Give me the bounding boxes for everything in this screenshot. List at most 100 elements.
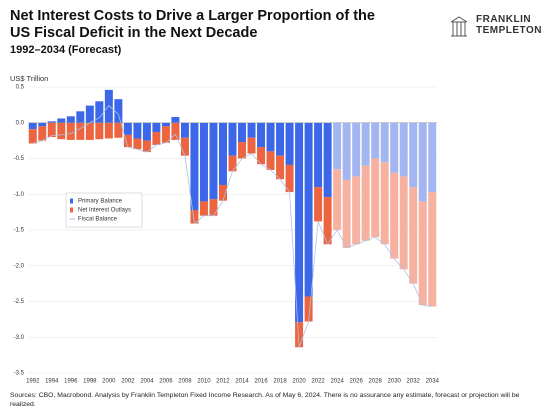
bar <box>390 172 399 259</box>
x-tick-label: 2002 <box>121 379 135 385</box>
bar <box>257 122 266 148</box>
logo-line: FRANKLIN <box>476 14 532 25</box>
x-tick-label: 2014 <box>235 379 249 385</box>
x-tick-label: 2020 <box>292 379 306 385</box>
bar <box>399 176 408 270</box>
x-tick-label: 2016 <box>254 379 268 385</box>
bar <box>123 122 132 135</box>
bar <box>304 296 313 322</box>
x-tick-label: 2012 <box>216 379 230 385</box>
x-tick-label: 1992 <box>26 379 40 385</box>
y-tick-label: -3.0 <box>14 335 25 341</box>
bar <box>409 187 418 284</box>
legend-label: Primary Balance <box>78 199 123 205</box>
bar <box>247 122 256 138</box>
bar <box>238 122 247 143</box>
bar <box>352 176 361 245</box>
chart-subtitle: 1992–2034 (Forecast) <box>10 44 122 56</box>
bar <box>123 134 132 148</box>
bar <box>104 122 113 139</box>
fiscal-balance-line <box>32 105 433 348</box>
y-tick-label: -2.0 <box>14 263 25 269</box>
bar <box>152 132 161 145</box>
legend: Primary Balance Net Interest Outlays Fisca… <box>65 192 143 228</box>
y-tick-label: -2.5 <box>14 299 25 305</box>
logo-icon <box>450 16 468 37</box>
bar <box>380 162 389 245</box>
bar <box>85 105 94 123</box>
bar <box>161 126 170 143</box>
bar <box>418 201 427 306</box>
bar <box>180 137 189 156</box>
bar <box>190 122 199 210</box>
chart-title: Net Interest Costs to Drive a Larger Pro… <box>10 8 375 41</box>
bar <box>28 122 37 130</box>
bar <box>314 122 323 188</box>
bar <box>142 140 151 153</box>
source-note: Sources: CBO, Macrobond. Analysis by Fra… <box>10 392 520 408</box>
logo-line: TEMPLETON <box>476 25 542 36</box>
bar <box>285 122 294 165</box>
bar <box>95 122 104 140</box>
x-tick-label: 2030 <box>388 379 402 385</box>
bar <box>266 122 275 152</box>
bar <box>199 122 208 202</box>
x-tick-label: 2024 <box>330 379 344 385</box>
bar <box>380 122 389 163</box>
bar <box>171 117 180 123</box>
x-tick-label: 2008 <box>178 379 192 385</box>
legend-label: Net Interest Outlays <box>78 208 131 214</box>
bar <box>361 165 370 241</box>
bar <box>152 122 161 133</box>
bar <box>28 129 37 144</box>
bar <box>133 122 142 139</box>
bar <box>57 118 66 123</box>
legend-swatch <box>70 207 73 213</box>
bar <box>76 122 85 140</box>
bar <box>104 89 113 123</box>
y-tick-label: -0.5 <box>14 156 25 162</box>
bar <box>390 122 399 173</box>
bar <box>323 122 332 198</box>
bar <box>285 164 294 193</box>
bar <box>57 122 66 140</box>
bar <box>418 122 427 202</box>
bar <box>142 122 151 141</box>
y-tick-label: 0.5 <box>16 85 25 91</box>
x-tick-label: 2004 <box>140 379 154 385</box>
x-tick-label: 2028 <box>368 379 382 385</box>
bar <box>161 122 170 127</box>
bar <box>333 122 342 170</box>
x-tick-label: 1998 <box>83 379 97 385</box>
bar <box>114 99 123 123</box>
bar <box>371 122 380 159</box>
bar <box>95 101 104 123</box>
bar <box>371 158 380 238</box>
bar <box>38 122 47 127</box>
bar <box>333 169 342 230</box>
x-tick-label: 2018 <box>273 379 287 385</box>
legend-label: Fiscal Balance <box>78 217 118 223</box>
bar <box>209 199 218 216</box>
legend-swatch <box>70 198 73 204</box>
bar <box>295 122 304 323</box>
bar <box>323 197 332 245</box>
legend-box <box>65 192 143 228</box>
x-tick-label: 2026 <box>349 379 363 385</box>
bar <box>247 137 256 154</box>
bar <box>409 122 418 188</box>
logo: FRANKLIN TEMPLETON <box>476 14 542 36</box>
bar <box>304 122 313 297</box>
y-tick-label: 0.0 <box>16 120 25 126</box>
x-tick-label: 2032 <box>407 379 421 385</box>
bar <box>114 122 123 138</box>
bar <box>428 122 437 193</box>
bar <box>66 116 75 123</box>
bar <box>342 179 351 248</box>
x-tick-label: 2010 <box>197 379 211 385</box>
bar <box>66 122 75 140</box>
y-tick-label: -1.0 <box>14 192 25 198</box>
bar <box>276 155 285 180</box>
